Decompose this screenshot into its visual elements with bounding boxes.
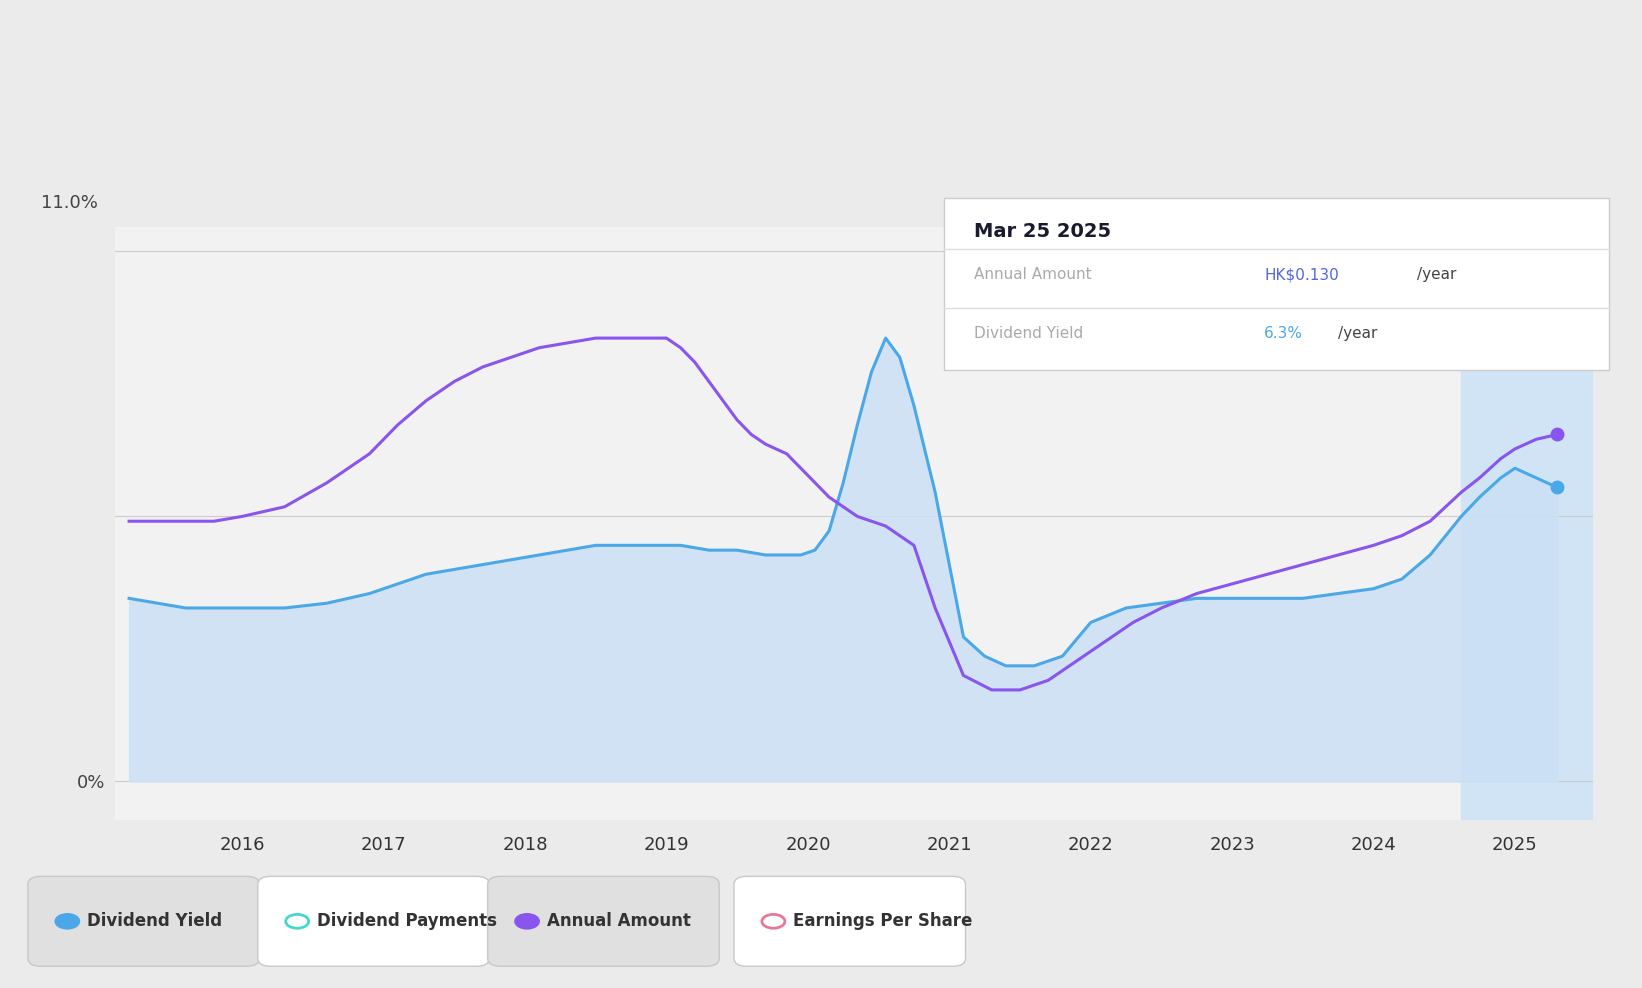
Text: HK$0.130: HK$0.130 — [1264, 267, 1340, 283]
Text: Earnings Per Share: Earnings Per Share — [793, 912, 972, 931]
Text: Annual Amount: Annual Amount — [974, 267, 1092, 283]
Text: Mar 25 2025: Mar 25 2025 — [974, 222, 1112, 241]
Text: /year: /year — [1417, 267, 1456, 283]
Text: 6.3%: 6.3% — [1264, 326, 1304, 342]
Text: Past: Past — [1552, 241, 1588, 259]
Text: Dividend Yield: Dividend Yield — [87, 912, 222, 931]
Text: Dividend Payments: Dividend Payments — [317, 912, 498, 931]
Text: /year: /year — [1338, 326, 1378, 342]
Text: 11.0%: 11.0% — [41, 195, 99, 212]
Text: Annual Amount: Annual Amount — [547, 912, 691, 931]
Text: Dividend Yield: Dividend Yield — [974, 326, 1084, 342]
Bar — [1461, 227, 1593, 820]
